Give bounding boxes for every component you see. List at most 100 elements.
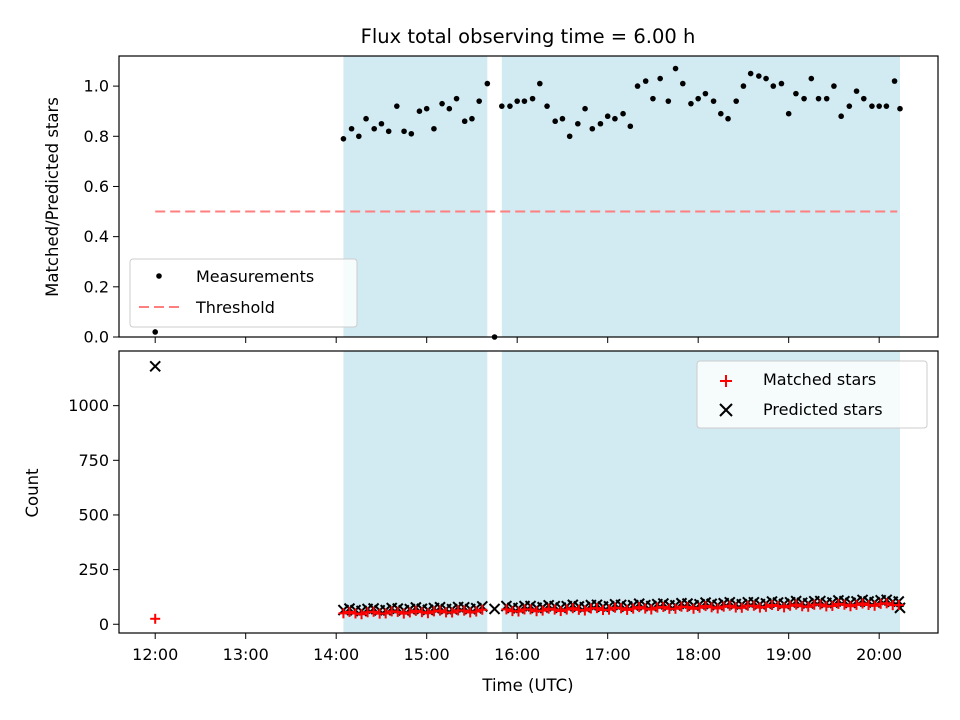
predicted-star-point — [488, 603, 501, 615]
matched-star-point — [410, 605, 421, 616]
measurement-point — [529, 95, 536, 102]
measurement-point — [484, 80, 491, 87]
shaded-interval — [501, 56, 900, 337]
top-x-ticks — [154, 337, 880, 343]
measurement-point — [763, 75, 769, 82]
measurement-point — [423, 105, 430, 112]
matched-star-point — [150, 613, 161, 624]
measurement-point — [401, 128, 407, 135]
matched-star-point — [622, 604, 633, 615]
matched-star-point — [422, 608, 433, 619]
matched-star-point — [646, 604, 657, 615]
matched-star-point — [851, 599, 862, 610]
bottom-y-ticks: 0 250 500 750 1000 — [68, 396, 119, 634]
matched-star-point — [368, 606, 379, 617]
matched-star-point — [447, 607, 458, 618]
matched-star-point — [344, 606, 355, 617]
matched-star-point — [356, 609, 367, 620]
matched-star-point — [604, 604, 615, 615]
legend-matched-label: Matched stars — [763, 370, 876, 389]
measurement-point — [597, 120, 604, 127]
bottom-axes-frame — [118, 350, 939, 634]
measurement-point — [747, 70, 754, 77]
measurement-point — [521, 98, 528, 104]
bottom-x-ticks: 12:00 13:00 14:00 15:00 16:00 17:00 18:00 19:00… — [132, 633, 902, 664]
matched-star-point — [459, 605, 470, 616]
matched-star-point — [555, 606, 566, 617]
measurement-point — [356, 133, 362, 140]
measurement-point — [853, 88, 860, 94]
matched-star-point — [893, 599, 904, 610]
matched-star-point — [881, 598, 892, 609]
matched-star-point — [416, 607, 427, 618]
measurement-point — [476, 98, 482, 104]
measurement-point — [453, 95, 460, 102]
matched-star-point — [513, 606, 524, 617]
matched-star-point — [477, 604, 488, 615]
measurement-point — [740, 83, 747, 89]
y-tick-label: 250 — [78, 560, 109, 579]
y-tick-label: 500 — [78, 505, 109, 524]
measurement-point — [544, 103, 550, 109]
measurement-point — [860, 95, 867, 102]
measurement-point — [657, 75, 663, 82]
top-panel: 0.0 0.2 0.4 0.6 0.8 1.0 Flux total observing … — [43, 25, 939, 347]
x-tick-label: 18:00 — [675, 645, 721, 664]
x-tick-label: 13:00 — [223, 645, 269, 664]
measurement-point — [627, 123, 634, 130]
matched-star-point — [706, 602, 717, 613]
measurement-point — [431, 125, 437, 132]
measurement-point — [733, 98, 739, 104]
count-points — [149, 360, 906, 624]
x-tick-label: 16:00 — [494, 645, 540, 664]
matched-star-point — [537, 605, 548, 616]
matched-star-point — [760, 601, 771, 612]
measurement-point — [876, 103, 882, 109]
matched-star-point — [435, 605, 446, 616]
measurement-point — [831, 83, 837, 89]
legend-threshold-label: Threshold — [195, 298, 275, 317]
matched-star-point — [628, 603, 639, 614]
matched-star-point — [785, 600, 796, 611]
matched-star-point — [724, 600, 735, 611]
measurement-point — [702, 90, 709, 97]
legend-measurements-marker — [156, 273, 162, 279]
measurement-point — [897, 105, 903, 112]
matched-star-point — [591, 603, 602, 614]
x-tick-label: 20:00 — [856, 645, 902, 664]
measurement-point — [823, 95, 830, 102]
legend-measurements-label: Measurements — [196, 267, 314, 286]
measurement-point — [340, 135, 347, 142]
measurement-point — [575, 120, 581, 127]
matched-star-point — [338, 608, 349, 619]
measurement-point — [408, 130, 415, 137]
y-tick-label: 0.0 — [84, 328, 109, 347]
measurement-point — [778, 80, 785, 87]
y-tick-label: 0 — [99, 615, 109, 634]
matched-star-point — [815, 599, 826, 610]
y-tick-label: 0.8 — [84, 127, 109, 146]
measurement-point — [152, 329, 158, 335]
legend-predicted-marker — [719, 403, 733, 417]
measurement-point — [883, 103, 890, 109]
measurement-point — [416, 108, 423, 114]
measurement-point — [589, 125, 596, 132]
top-legend-box — [129, 258, 358, 328]
predicted-star-stroke — [149, 360, 161, 373]
measurement-point — [665, 98, 672, 104]
measurement-point — [808, 75, 815, 82]
matched-star-point — [700, 601, 711, 612]
matched-star-point — [392, 606, 403, 617]
predicted-star-stroke — [488, 603, 501, 615]
measurement-point — [815, 95, 822, 102]
x-tick-label: 19:00 — [766, 645, 812, 664]
y-tick-label: 1000 — [68, 396, 109, 415]
matched-star-point — [779, 602, 790, 613]
measurement-point — [695, 95, 701, 102]
matched-star-point — [567, 603, 578, 614]
top-shaded-intervals — [343, 56, 900, 337]
matched-star-point — [398, 608, 409, 619]
measurement-point — [385, 128, 392, 135]
matched-star-point — [845, 601, 856, 612]
measurement-point — [612, 115, 618, 122]
